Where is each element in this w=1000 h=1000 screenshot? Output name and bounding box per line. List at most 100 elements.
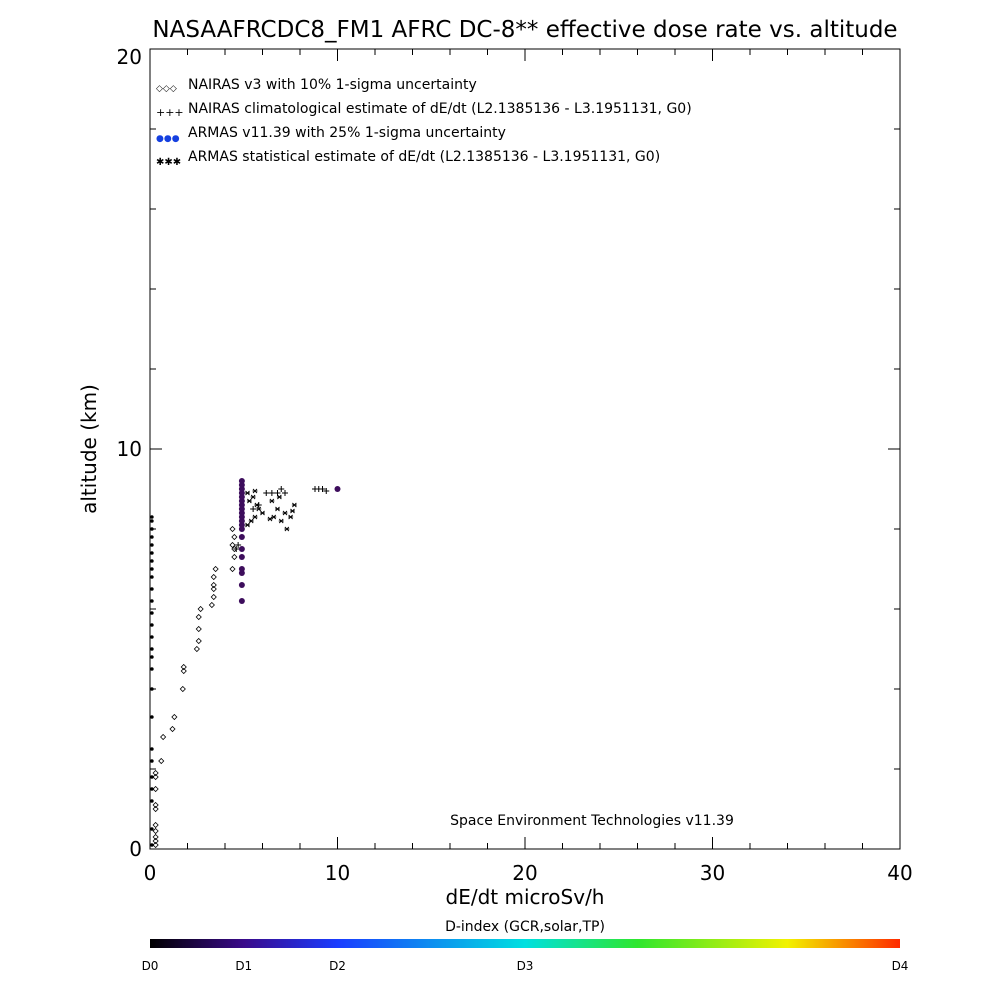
armas-statistical-point	[250, 494, 256, 500]
zero-axis-point	[150, 667, 154, 671]
nairas-climatological-point	[233, 546, 240, 552]
nairas-point	[229, 565, 236, 573]
zero-axis-point	[150, 515, 154, 519]
armas-point	[238, 582, 245, 588]
nairas-point	[180, 667, 187, 675]
zero-axis-point	[150, 759, 154, 763]
nairas-climatological-point	[250, 506, 257, 512]
legend-symbol-armas-statistical: ✱✱✱	[156, 157, 181, 168]
nairas-point	[152, 769, 159, 777]
zero-axis-point	[150, 655, 154, 659]
nairas-climatological-point	[235, 542, 242, 548]
x-tick-label: 30	[700, 861, 725, 885]
nairas-point	[210, 593, 217, 601]
nairas-point	[195, 637, 202, 645]
nairas-point	[193, 645, 200, 653]
colorbar-label-d4: D4	[892, 959, 909, 973]
y-axis-label: altitude (km)	[77, 384, 101, 514]
armas-statistical-point	[245, 490, 250, 496]
nairas-point	[152, 827, 159, 835]
armas-statistical-point	[271, 514, 277, 520]
zero-axis-point	[150, 623, 154, 627]
x-axis-label: dE/dt microSv/h	[446, 885, 605, 909]
x-tick-label: 0	[144, 861, 157, 885]
zero-axis-point	[150, 543, 154, 547]
zero-axis-point	[150, 635, 154, 639]
nairas-climatological-point	[282, 490, 288, 496]
zero-axis-point	[150, 559, 154, 563]
colorbar-label-d0: D0	[142, 959, 159, 973]
armas-statistical-point	[260, 510, 265, 516]
nairas-point	[152, 785, 159, 793]
legend-label-nairas: NAIRAS v3 with 10% 1-sigma uncertainty	[188, 77, 477, 93]
y-tick-label: 20	[117, 45, 142, 69]
colorbar	[150, 939, 900, 948]
nairas-point	[210, 581, 217, 589]
legend-label-armas-statistical: ARMAS statistical estimate of dE/dt (L2.…	[188, 149, 660, 165]
zero-axis-point	[150, 611, 154, 615]
colorbar-label-d3: D3	[517, 959, 534, 973]
armas-statistical-point	[288, 514, 294, 520]
armas-statistical-point	[248, 518, 254, 524]
data-points	[150, 478, 341, 849]
armas-point	[238, 478, 245, 484]
armas-statistical-point	[284, 526, 290, 532]
colorbar-title: D-index (GCR,solar,TP)	[445, 919, 605, 935]
zero-axis-point	[150, 647, 154, 651]
nairas-point	[169, 725, 176, 733]
x-tick-label: 10	[325, 861, 350, 885]
armas-statistical-point	[275, 506, 280, 512]
zero-axis-point	[150, 575, 154, 579]
legend: ◇◇◇ NAIRAS v3 with 10% 1-sigma uncertain…	[156, 77, 692, 168]
zero-axis-point	[150, 715, 154, 719]
armas-statistical-point	[291, 502, 297, 508]
nairas-climatological-point	[268, 490, 275, 496]
armas-statistical-point	[252, 488, 258, 494]
legend-symbol-nairas-climatological: +++	[156, 106, 184, 119]
nairas-point	[229, 541, 236, 549]
armas-point	[238, 534, 245, 540]
zero-axis-point	[150, 799, 154, 803]
nairas-point	[152, 841, 159, 849]
nairas-point	[152, 833, 159, 841]
colorbar-label-d1: D1	[235, 959, 252, 973]
zero-axis-point	[150, 747, 154, 751]
nairas-point	[152, 805, 159, 813]
nairas-climatological-point	[319, 486, 326, 492]
zero-axis-point	[150, 519, 154, 523]
colorbar-label-d2: D2	[329, 959, 346, 973]
nairas-point	[208, 601, 215, 609]
chart-title: NASAAFRCDC8_FM1 AFRC DC-8** effective do…	[152, 17, 897, 43]
nairas-point	[195, 613, 202, 621]
armas-statistical-point	[256, 506, 262, 512]
x-tick-label: 40	[887, 861, 912, 885]
plot-frame	[149, 48, 901, 850]
nairas-point	[152, 837, 159, 845]
zero-axis-point	[150, 587, 154, 591]
zero-axis-point	[150, 599, 154, 603]
armas-statistical-point	[254, 502, 260, 508]
nairas-point	[180, 663, 187, 671]
nairas-point	[197, 605, 204, 613]
nairas-point	[171, 713, 178, 721]
nairas-point	[229, 525, 236, 533]
armas-statistical-point	[278, 518, 284, 524]
zero-axis-point	[150, 535, 154, 539]
nairas-point	[210, 585, 217, 593]
nairas-climatological-point	[323, 488, 330, 494]
legend-symbol-nairas: ◇◇◇	[156, 84, 177, 94]
y-tick-label: 0	[129, 837, 142, 861]
armas-point	[238, 554, 245, 560]
nairas-point	[152, 801, 159, 809]
zero-axis-point	[150, 787, 154, 791]
armas-point	[238, 566, 245, 572]
nairas-point	[231, 553, 238, 561]
footer-credit: Space Environment Technologies v11.39	[450, 813, 734, 829]
zero-axis-point	[150, 567, 154, 571]
zero-axis-point	[150, 843, 154, 847]
zero-axis-point	[150, 775, 154, 779]
zero-axis-point	[150, 687, 154, 691]
nairas-point	[152, 821, 159, 829]
armas-point	[334, 486, 341, 492]
